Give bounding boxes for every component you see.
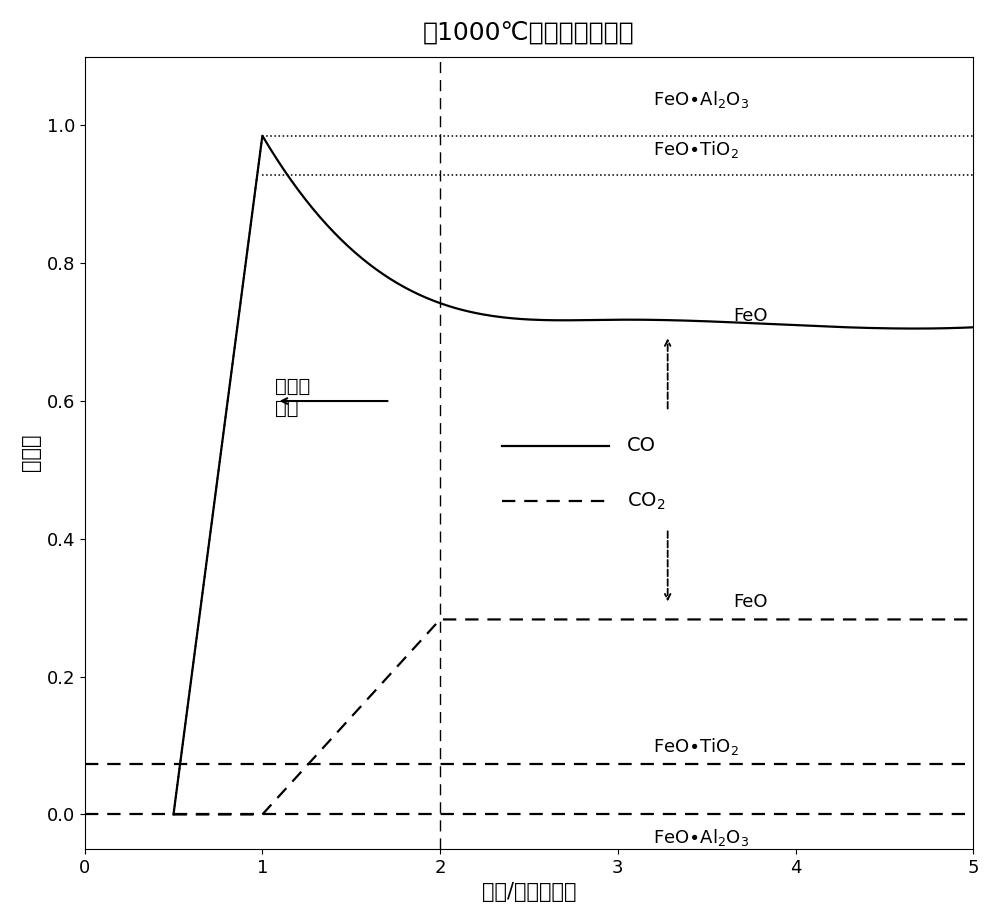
Text: FeO$\bullet$Al$_2$O$_3$: FeO$\bullet$Al$_2$O$_3$ <box>653 90 750 110</box>
Text: FeO: FeO <box>733 593 768 611</box>
Text: FeO$\bullet$TiO$_2$: FeO$\bullet$TiO$_2$ <box>653 737 739 758</box>
Text: CO$_2$: CO$_2$ <box>627 490 665 511</box>
X-axis label: 固体/甲烷摩尔比: 固体/甲烷摩尔比 <box>482 882 576 902</box>
Text: 碳形成
区域: 碳形成 区域 <box>275 378 310 418</box>
Text: FeO$\bullet$TiO$_2$: FeO$\bullet$TiO$_2$ <box>653 138 739 160</box>
Text: FeO: FeO <box>733 307 768 325</box>
Text: FeO$\bullet$Al$_2$O$_3$: FeO$\bullet$Al$_2$O$_3$ <box>653 827 750 847</box>
Y-axis label: 碳分布: 碳分布 <box>21 434 41 472</box>
Title: 在1000℃下甲烷至合成气: 在1000℃下甲烷至合成气 <box>423 21 635 45</box>
Text: CO: CO <box>627 437 656 455</box>
